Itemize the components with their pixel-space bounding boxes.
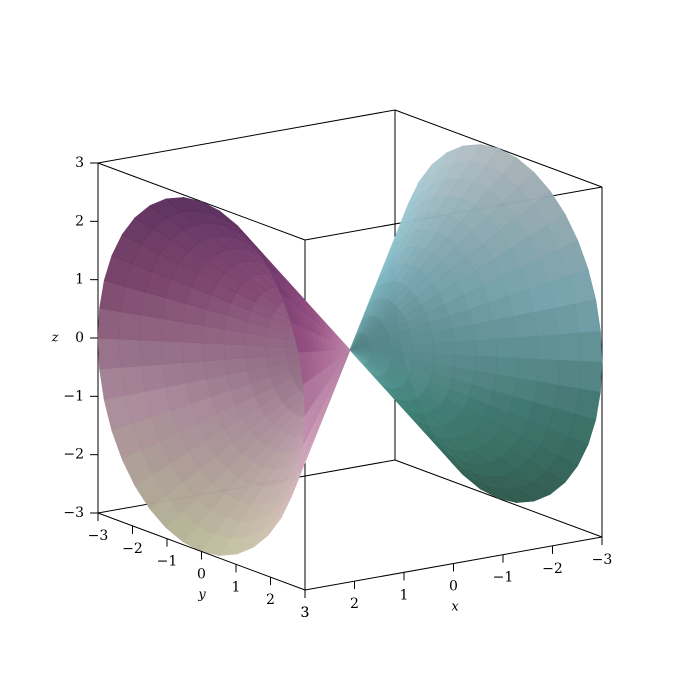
surface-patch — [160, 340, 184, 365]
x-tick-label: 1 — [400, 587, 409, 603]
surface-patch — [493, 316, 518, 340]
surface — [97, 144, 603, 556]
surface-patch — [298, 352, 308, 385]
surface-patch — [537, 333, 561, 361]
surface-patch — [181, 341, 205, 363]
surface-patch — [140, 363, 167, 393]
z-tick-label: 3 — [75, 155, 84, 171]
surface-patch — [495, 337, 519, 359]
surface-patch — [97, 307, 121, 340]
surface-patch — [579, 360, 603, 393]
surface-patch — [474, 338, 498, 358]
surface-patch — [558, 332, 582, 362]
surface-patch — [202, 342, 226, 362]
x-tick-label: 0 — [449, 579, 458, 595]
z-tick-label: 1 — [75, 272, 84, 288]
y-tick-label: 0 — [197, 567, 206, 583]
x-tick-label: 3 — [301, 605, 310, 621]
surface-patch — [118, 311, 142, 341]
surface-patch — [139, 339, 163, 367]
surface-patch — [120, 365, 146, 397]
surface-patch — [160, 318, 184, 343]
x-axis-title: x — [451, 600, 459, 615]
y-tick-label: −1 — [157, 554, 178, 570]
surface-patch — [118, 338, 142, 368]
surface-patch — [474, 355, 498, 375]
z-axis-title: z — [51, 331, 59, 346]
z-tick-label: 2 — [75, 213, 84, 229]
y-tick-label: 3 — [301, 605, 310, 621]
surface-patch — [579, 330, 603, 363]
y-tick-label: 1 — [232, 579, 241, 595]
y-axis-title: y — [197, 588, 206, 603]
box-edge — [97, 109, 396, 164]
surface-patch — [244, 344, 267, 359]
z-tick-label: −1 — [63, 388, 84, 404]
x-tick-label: 2 — [350, 596, 359, 612]
y-tick-label: 2 — [266, 592, 275, 608]
x-tick-label: −2 — [542, 561, 563, 577]
surface-patch — [139, 314, 163, 342]
surface-patch — [454, 340, 477, 357]
surface-patch — [533, 307, 560, 337]
surface-patch — [265, 345, 288, 357]
surface-patch — [516, 357, 540, 382]
surface-patch — [97, 337, 121, 370]
x-tick-label: −1 — [493, 570, 514, 586]
surface-patch — [574, 299, 601, 333]
surface-patch — [537, 358, 561, 386]
surface-patch — [574, 387, 601, 420]
z-tick-label: −2 — [63, 447, 84, 463]
surface-patch — [223, 343, 246, 360]
y-tick-label: −2 — [122, 541, 143, 557]
surface-patch — [513, 312, 539, 338]
x-tick-label: −3 — [592, 552, 613, 568]
z-tick-label: 0 — [75, 330, 84, 346]
surface-patch — [516, 335, 540, 360]
surface-patch — [558, 359, 582, 389]
y-tick-label: −3 — [88, 528, 109, 544]
z-tick-label: −3 — [63, 505, 84, 521]
surface-patch — [433, 341, 456, 356]
surface-patch — [495, 356, 519, 379]
